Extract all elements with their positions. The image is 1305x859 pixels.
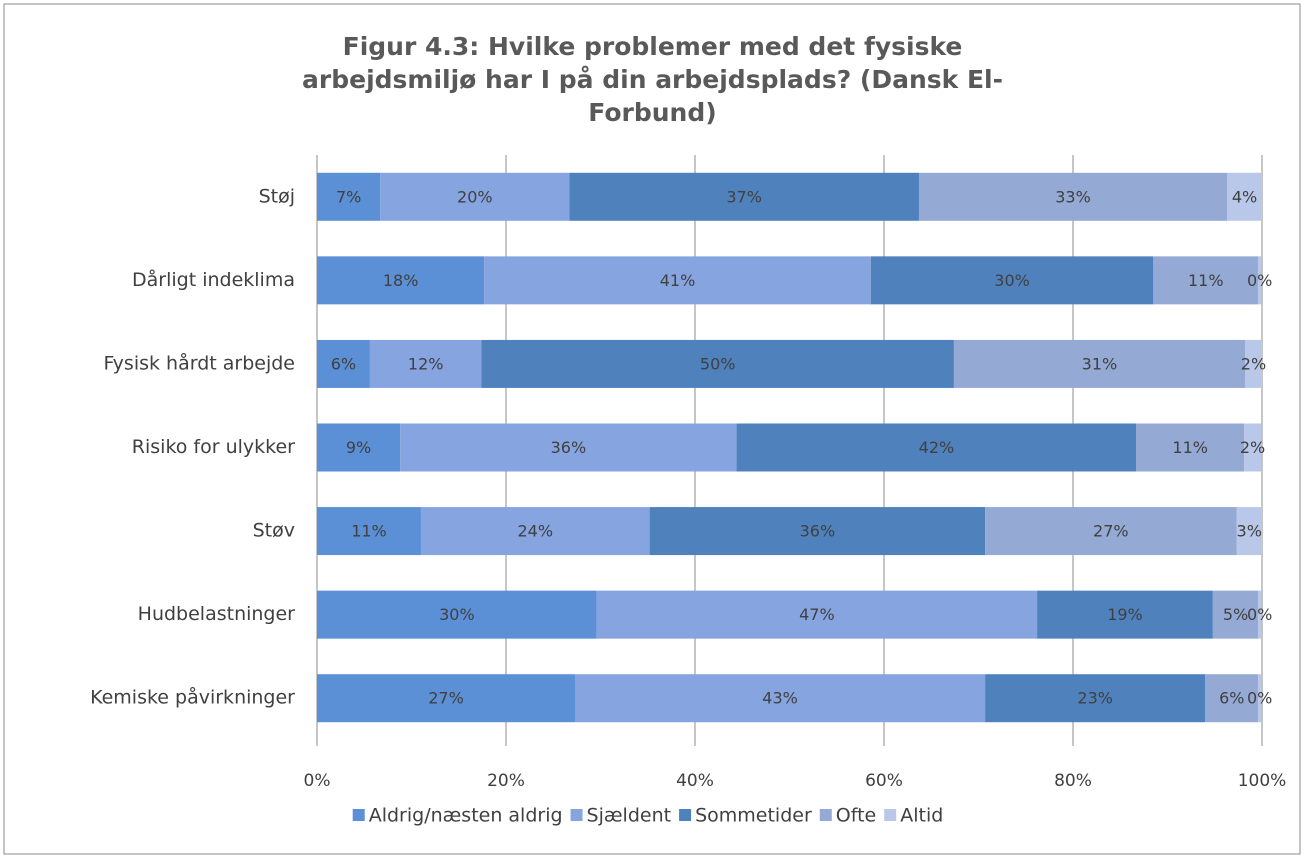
- data-label: 41%: [660, 271, 696, 290]
- bar-segment: [481, 339, 954, 388]
- data-label: 27%: [428, 689, 464, 708]
- data-label: 43%: [762, 689, 798, 708]
- y-tick-label: Dårligt indeklima: [132, 268, 295, 291]
- bar-segment: [420, 507, 650, 556]
- bar-segment: [1258, 256, 1262, 305]
- bar-segment: [380, 172, 570, 221]
- x-tick-label: 80%: [1054, 771, 1092, 791]
- bar-segment: [574, 674, 986, 723]
- bar-segment: [1258, 674, 1262, 723]
- data-label: 30%: [994, 271, 1030, 290]
- data-label: 31%: [1082, 354, 1118, 373]
- data-label: 33%: [1055, 187, 1091, 206]
- bar-segment: [1244, 339, 1262, 388]
- data-label: 23%: [1077, 689, 1113, 708]
- bar-segment: [1153, 256, 1259, 305]
- data-label: 9%: [346, 438, 371, 457]
- data-label: 11%: [351, 522, 387, 541]
- bar-segment: [649, 507, 986, 556]
- bar-segment: [317, 256, 485, 305]
- data-label: 0%: [1247, 271, 1272, 290]
- legend-label: Sommetider: [695, 805, 812, 827]
- bar-segment: [317, 674, 575, 723]
- bar-segment: [596, 590, 1038, 639]
- data-label: 6%: [331, 354, 356, 373]
- bar-segment: [953, 339, 1245, 388]
- data-label: 3%: [1237, 522, 1262, 541]
- y-tick-label: Støv: [253, 520, 295, 542]
- data-label: 37%: [726, 187, 762, 206]
- bar-segment: [1236, 507, 1262, 556]
- legend-swatch: [884, 809, 897, 821]
- data-label: 36%: [551, 438, 587, 457]
- x-tick-label: 100%: [1238, 771, 1287, 791]
- bar-segment: [1212, 590, 1259, 639]
- bar-segment: [870, 256, 1154, 305]
- bar-segment: [1258, 590, 1262, 639]
- bar-segment: [369, 339, 482, 388]
- y-tick-label: Støj: [259, 185, 295, 207]
- data-label: 19%: [1107, 605, 1143, 624]
- data-label: 0%: [1247, 689, 1272, 708]
- bar-segment: [985, 674, 1206, 723]
- legend-label: Ofte: [836, 805, 876, 827]
- chart-title: Figur 4.3: Hvilke problemer med det fysi…: [302, 32, 1003, 127]
- x-tick-label: 40%: [676, 771, 714, 791]
- data-label: 2%: [1241, 354, 1266, 373]
- data-label: 0%: [1247, 605, 1272, 624]
- bar-segment: [317, 423, 401, 472]
- legend-label: Altid: [900, 805, 943, 827]
- x-tick-label: 0%: [304, 771, 331, 791]
- data-label: 6%: [1219, 689, 1244, 708]
- data-label: 50%: [700, 354, 736, 373]
- data-label: 4%: [1232, 187, 1257, 206]
- data-label: 7%: [336, 187, 361, 206]
- data-label: 47%: [799, 605, 835, 624]
- y-tick-label: Fysisk hårdt arbejde: [104, 351, 296, 374]
- data-label: 20%: [457, 187, 493, 206]
- x-tick-label: 60%: [865, 771, 903, 791]
- data-label: 24%: [518, 522, 554, 541]
- bar-segment: [1227, 172, 1262, 221]
- bar-segment: [317, 172, 381, 221]
- data-label: 42%: [919, 438, 955, 457]
- data-label: 18%: [383, 271, 419, 290]
- legend-swatch: [570, 809, 583, 821]
- y-tick-label: Hudbelastninger: [138, 603, 296, 625]
- legend-label: Sjældent: [587, 805, 672, 827]
- data-label: 27%: [1093, 522, 1129, 541]
- bar-segment: [317, 590, 597, 639]
- x-tick-label: 20%: [487, 771, 525, 791]
- legend-swatch: [819, 809, 832, 821]
- bar-segment: [400, 423, 737, 472]
- bar-segment: [569, 172, 919, 221]
- bar-segment: [317, 507, 421, 556]
- bar-segment: [918, 172, 1228, 221]
- bar-segment: [1136, 423, 1245, 472]
- data-label: 11%: [1188, 271, 1224, 290]
- bar-segment: [1037, 590, 1213, 639]
- data-label: 5%: [1223, 605, 1248, 624]
- bar-segment: [736, 423, 1137, 472]
- data-label: 2%: [1240, 438, 1265, 457]
- bar-segment: [1244, 423, 1262, 472]
- data-label: 30%: [439, 605, 475, 624]
- data-label: 36%: [800, 522, 836, 541]
- data-label: 11%: [1172, 438, 1208, 457]
- y-tick-label: Risiko for ulykker: [132, 436, 295, 458]
- bar-segment: [317, 339, 370, 388]
- legend-swatch: [352, 809, 365, 821]
- legend-swatch: [679, 809, 692, 821]
- bar-segment: [985, 507, 1237, 556]
- bar-segment: [1205, 674, 1259, 723]
- y-tick-label: Kemiske påvirkninger: [90, 686, 295, 709]
- bar-segment: [484, 256, 871, 305]
- legend-label: Aldrig/næsten aldrig: [369, 805, 563, 827]
- data-label: 12%: [408, 354, 444, 373]
